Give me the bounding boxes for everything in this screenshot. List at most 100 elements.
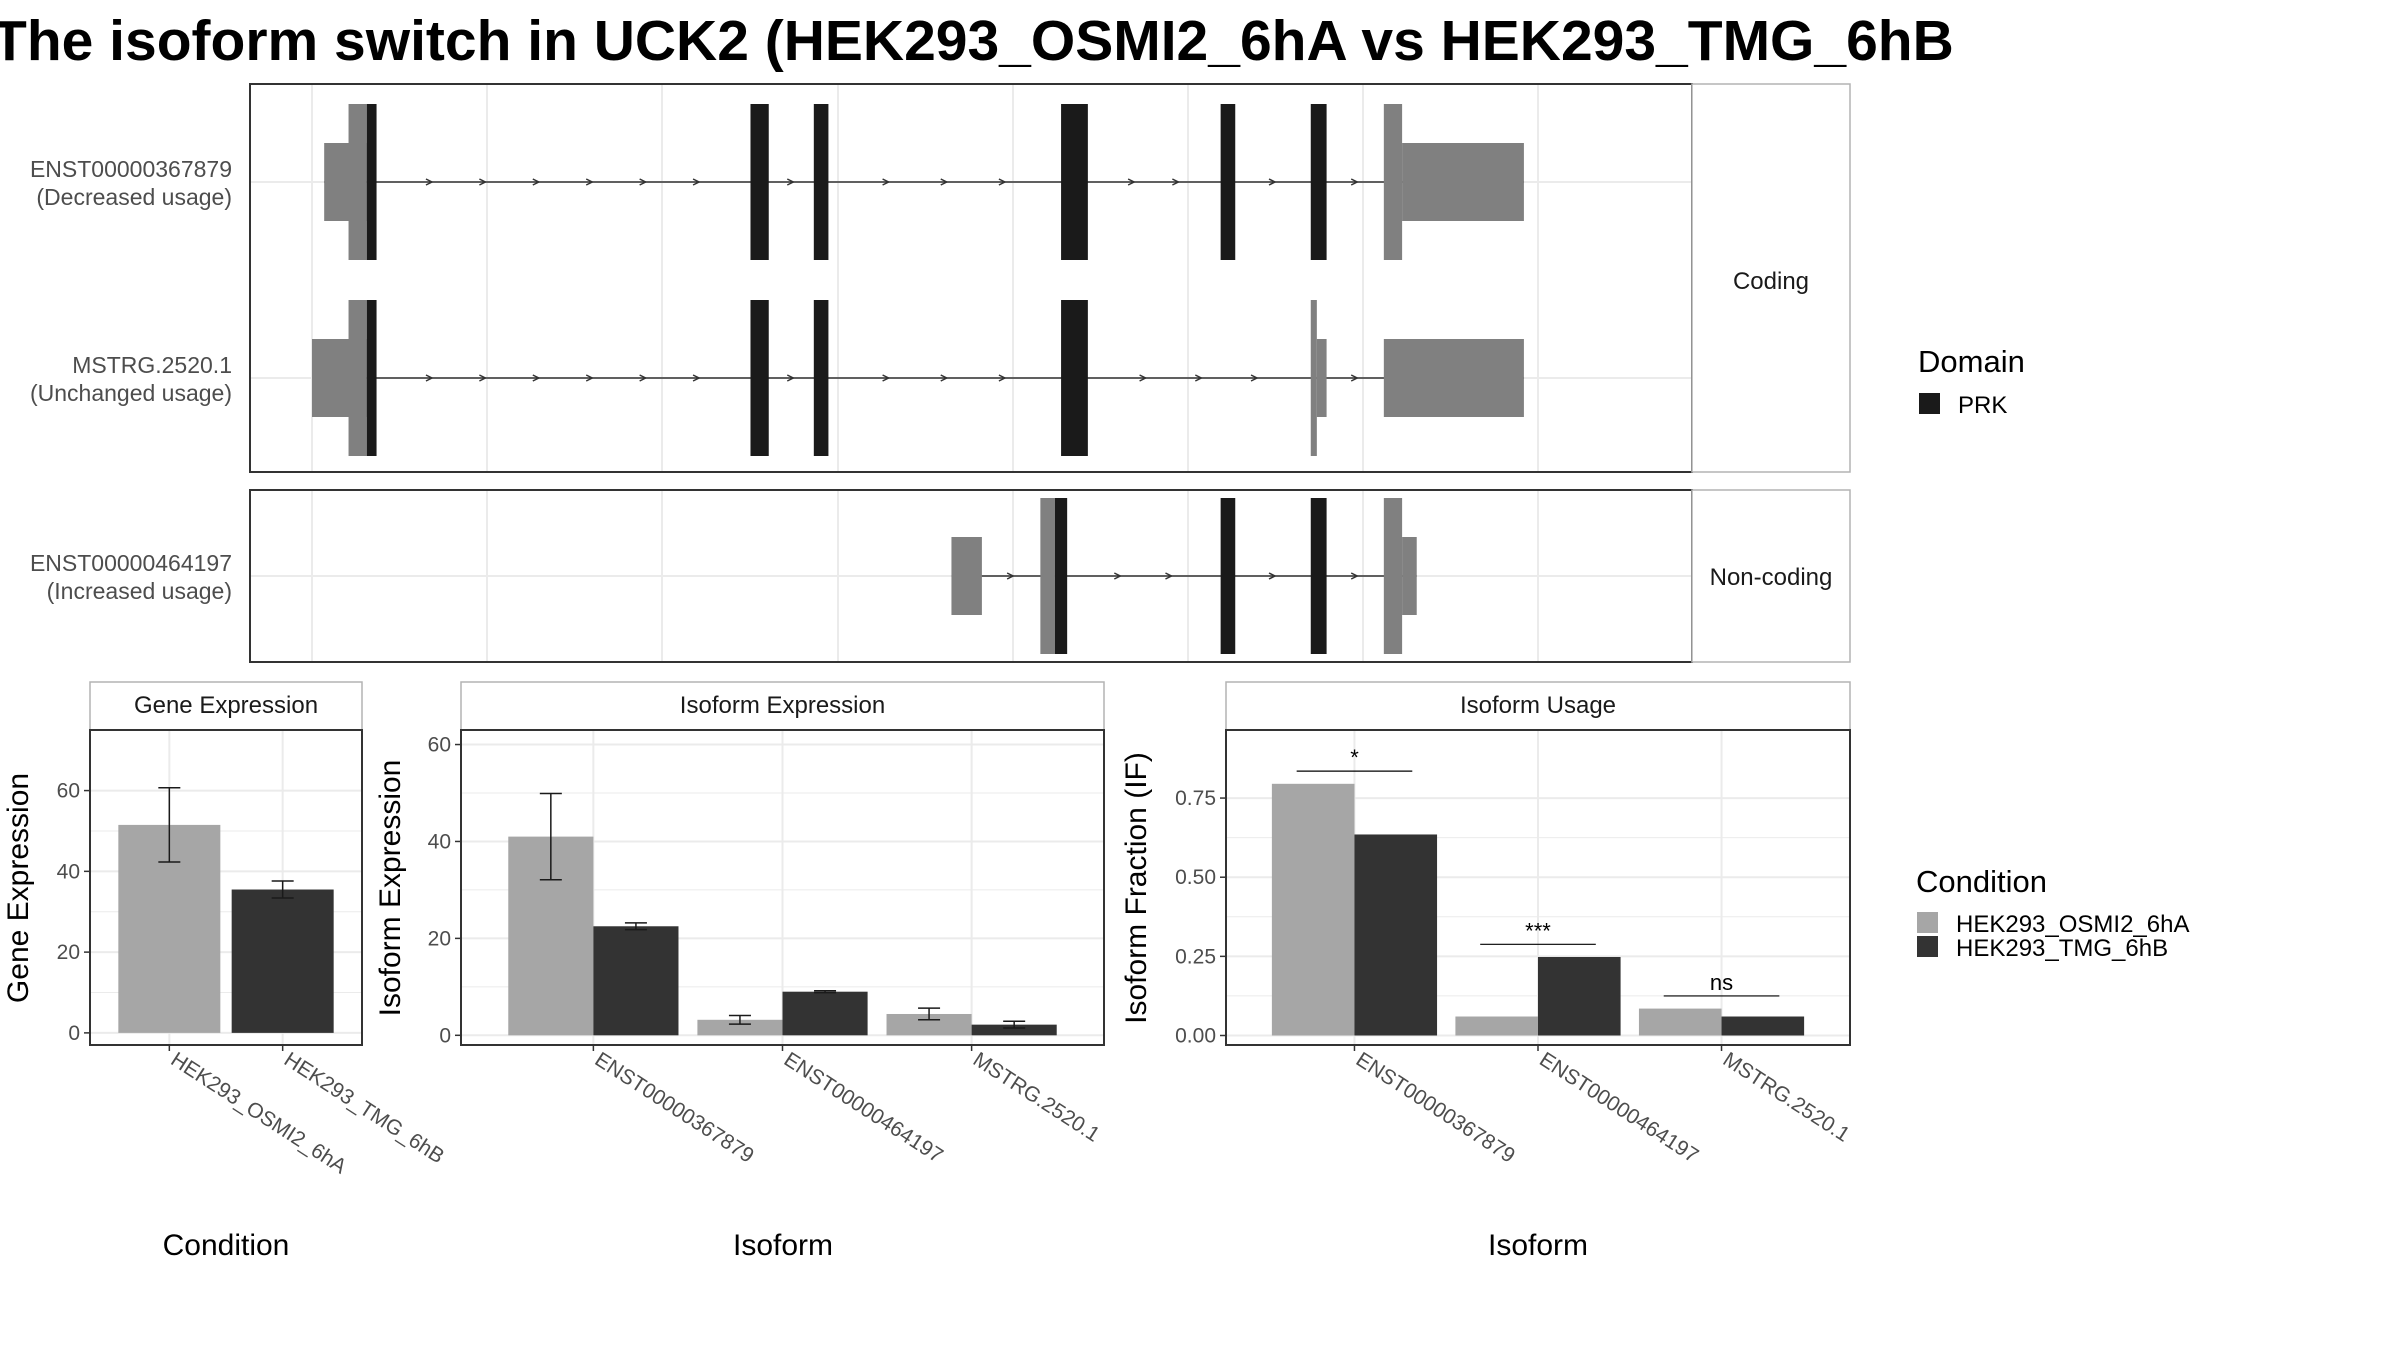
structure-panel-coding: ENST00000367879(Decreased usage) MSTRG.25… xyxy=(30,83,1851,473)
facet-strip-label: Isoform Usage xyxy=(1460,692,1616,719)
y-tick-label: 20 xyxy=(57,941,80,964)
domain-block xyxy=(1310,104,1327,260)
x-tick-label: ENST00000464197 xyxy=(780,1048,947,1168)
domain-block xyxy=(1310,498,1327,654)
direction-arrow xyxy=(1113,572,1122,580)
facet-strip xyxy=(1691,489,1851,663)
coding-exon xyxy=(1383,498,1403,654)
direction-arrow xyxy=(479,178,488,186)
transcript-usage-label: (Unchanged usage) xyxy=(30,380,232,406)
coding-exon xyxy=(1040,498,1055,654)
direction-arrow xyxy=(786,178,795,186)
direction-arrow xyxy=(1194,374,1203,382)
direction-arrow xyxy=(786,374,795,382)
x-axis-title: Isoform xyxy=(733,1229,833,1262)
facet-strip-label: Isoform Expression xyxy=(680,692,885,719)
error-bar xyxy=(814,989,837,994)
direction-arrow xyxy=(998,178,1007,186)
y-tick-label: 40 xyxy=(57,860,80,883)
direction-arrow xyxy=(882,374,891,382)
transcript-label: ENST00000367879 xyxy=(30,156,232,182)
bar xyxy=(1455,1016,1538,1036)
direction-arrow xyxy=(998,374,1007,382)
domain-block xyxy=(1061,104,1088,260)
direction-arrow xyxy=(479,374,488,382)
x-tick-label: MSTRG.2520.1 xyxy=(1719,1048,1854,1147)
direction-arrow xyxy=(1127,178,1136,186)
bar xyxy=(697,1019,783,1036)
direction-arrow xyxy=(1350,178,1359,186)
legend-label: HEK293_OSMI2_6hA xyxy=(1956,911,2189,938)
error-bar xyxy=(271,880,294,899)
domain-block xyxy=(813,104,829,260)
direction-arrow xyxy=(1165,572,1174,580)
legend-title: Condition xyxy=(1916,864,2047,899)
bar xyxy=(1354,834,1438,1036)
direction-arrow xyxy=(1268,572,1277,580)
direction-arrow xyxy=(585,178,594,186)
coding-exon xyxy=(348,104,367,260)
significance-label: * xyxy=(1350,745,1359,770)
direction-arrow xyxy=(532,178,541,186)
transcript-ENST00000464197 xyxy=(951,498,1417,654)
error-bar xyxy=(918,1007,941,1021)
error-bar xyxy=(728,1014,751,1025)
facet-strip-label: Non-coding xyxy=(1710,564,1833,591)
utr-exon xyxy=(951,537,982,615)
legend-title: Domain xyxy=(1918,344,2025,379)
direction-arrow xyxy=(532,374,541,382)
domain-block xyxy=(366,300,377,456)
legend-key-prk xyxy=(1919,393,1940,414)
legend-label: PRK xyxy=(1958,392,2007,419)
x-tick-label: ENST00000464197 xyxy=(1535,1048,1702,1168)
error-bar xyxy=(1003,1020,1026,1029)
direction-arrow xyxy=(1250,374,1259,382)
transcript-usage-label: (Increased usage) xyxy=(47,578,232,604)
domain-block xyxy=(366,104,377,260)
bar xyxy=(782,991,868,1036)
transcript-MSTRG.2520.1 xyxy=(312,300,1524,456)
direction-arrow xyxy=(425,178,434,186)
y-tick-label: 0.00 xyxy=(1175,1025,1216,1048)
direction-arrow xyxy=(882,178,891,186)
direction-arrow xyxy=(585,374,594,382)
legends: Domain PRK Condition HEK293_OSMI2_6hAHEK293… xyxy=(1916,344,2189,962)
domain-block xyxy=(813,300,829,456)
x-tick-label: ENST00000367879 xyxy=(1352,1048,1519,1168)
direction-arrow xyxy=(1268,178,1277,186)
utr-exon xyxy=(1402,537,1417,615)
y-axis-title: Gene Expression xyxy=(2,773,35,1003)
y-tick-label: 0 xyxy=(439,1024,451,1047)
facet-strip-label: Gene Expression xyxy=(134,692,318,719)
y-tick-label: 60 xyxy=(57,780,80,803)
transcript-structure: ENST00000367879(Decreased usage) MSTRG.25… xyxy=(30,83,1851,663)
bar xyxy=(886,1013,972,1036)
coding-exon xyxy=(1310,300,1317,456)
legend-key-condition-a xyxy=(1917,912,1938,933)
y-tick-label: 0.75 xyxy=(1175,787,1216,810)
significance-label: *** xyxy=(1525,918,1551,943)
direction-arrow xyxy=(1350,374,1359,382)
bar xyxy=(1271,783,1355,1036)
coding-exon xyxy=(1383,104,1403,260)
y-tick-label: 0 xyxy=(68,1022,80,1045)
bar xyxy=(971,1024,1057,1036)
direction-arrow xyxy=(1139,374,1148,382)
domain-block xyxy=(750,104,769,260)
y-tick-label: 0.25 xyxy=(1175,945,1216,968)
utr-exon xyxy=(1316,339,1327,417)
structure-panel-non-coding: ENST00000464197(Increased usage) Non-codi… xyxy=(30,489,1851,663)
direction-arrow xyxy=(1350,572,1359,580)
y-tick-label: 60 xyxy=(428,734,451,757)
y-axis-title: Isoform Expression xyxy=(374,760,407,1017)
domain-block xyxy=(1220,104,1236,260)
figure-title: The isoform switch in UCK2 (HEK293_OSMI2… xyxy=(0,9,1954,73)
domain-block xyxy=(1220,498,1236,654)
domain-block xyxy=(1061,300,1088,456)
bar xyxy=(1638,1008,1722,1036)
direction-arrow xyxy=(1172,178,1181,186)
error-bar xyxy=(624,922,647,931)
utr-exon xyxy=(1383,339,1524,417)
significance-label: ns xyxy=(1710,970,1733,995)
